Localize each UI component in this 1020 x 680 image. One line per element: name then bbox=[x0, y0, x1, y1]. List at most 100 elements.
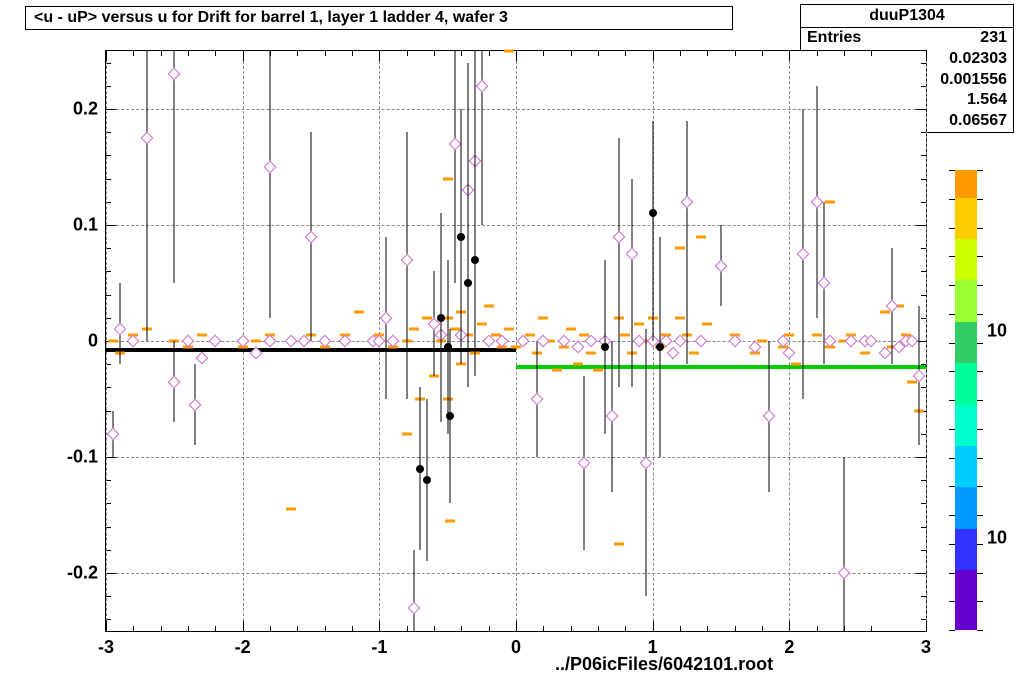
open-marker bbox=[571, 340, 584, 353]
error-bar bbox=[652, 121, 653, 341]
data-dash bbox=[108, 340, 118, 343]
colorbar-segment bbox=[955, 487, 977, 528]
xtick-label: -1 bbox=[371, 631, 387, 658]
data-dash bbox=[504, 328, 514, 331]
open-marker bbox=[810, 195, 823, 208]
open-marker bbox=[680, 195, 693, 208]
solid-marker bbox=[656, 343, 664, 351]
error-bar bbox=[686, 121, 687, 365]
colorbar-segment bbox=[955, 239, 977, 280]
data-dash bbox=[812, 334, 822, 337]
open-marker bbox=[209, 335, 222, 348]
stats-row: Entries231 bbox=[801, 28, 1013, 49]
open-marker bbox=[168, 375, 181, 388]
open-marker bbox=[400, 253, 413, 266]
gridline-v bbox=[789, 51, 790, 631]
data-dash bbox=[675, 316, 685, 319]
colorbar-segment bbox=[955, 446, 977, 487]
error-bar bbox=[270, 51, 271, 318]
open-marker bbox=[612, 230, 625, 243]
plot-area: -0.2-0.100.10.2-3-2-10123 bbox=[105, 50, 927, 632]
open-marker bbox=[715, 259, 728, 272]
solid-marker bbox=[464, 279, 472, 287]
data-dash bbox=[504, 50, 514, 53]
open-marker bbox=[605, 410, 618, 423]
data-dash bbox=[409, 328, 419, 331]
solid-marker bbox=[471, 256, 479, 264]
open-marker bbox=[762, 410, 775, 423]
colorbar-label: 10 bbox=[987, 321, 1007, 342]
data-dash bbox=[354, 311, 364, 314]
colorbar-segment bbox=[955, 198, 977, 239]
open-marker bbox=[530, 393, 543, 406]
gridline-v bbox=[926, 51, 927, 631]
colorbar-segment bbox=[955, 280, 977, 321]
open-marker bbox=[380, 311, 393, 324]
colorbar-segment bbox=[955, 322, 977, 363]
open-marker bbox=[141, 132, 154, 145]
data-dash bbox=[825, 200, 835, 203]
open-marker bbox=[537, 335, 550, 348]
fit-line bbox=[106, 348, 516, 352]
open-marker bbox=[817, 277, 830, 290]
solid-marker bbox=[437, 314, 445, 322]
open-marker bbox=[305, 230, 318, 243]
solid-marker bbox=[446, 412, 454, 420]
open-marker bbox=[578, 456, 591, 469]
open-marker bbox=[448, 137, 461, 150]
error-bar bbox=[147, 51, 148, 341]
error-bar bbox=[632, 179, 633, 388]
open-marker bbox=[106, 427, 119, 440]
data-dash bbox=[634, 322, 644, 325]
colorbar-segment bbox=[955, 529, 977, 570]
solid-marker bbox=[457, 233, 465, 241]
data-dash bbox=[689, 351, 699, 354]
xtick-label: -2 bbox=[235, 631, 251, 658]
data-dash bbox=[422, 316, 432, 319]
solid-marker bbox=[601, 343, 609, 351]
open-marker bbox=[407, 601, 420, 614]
data-dash bbox=[566, 328, 576, 331]
data-dash bbox=[784, 334, 794, 337]
data-dash bbox=[620, 334, 630, 337]
data-dash bbox=[445, 519, 455, 522]
data-dash bbox=[251, 340, 261, 343]
data-dash bbox=[696, 235, 706, 238]
solid-marker bbox=[423, 476, 431, 484]
colorbar-segment bbox=[955, 170, 977, 198]
data-dash bbox=[880, 311, 890, 314]
data-dash bbox=[511, 345, 521, 348]
data-dash bbox=[702, 322, 712, 325]
xtick-label: 2 bbox=[784, 631, 794, 658]
open-marker bbox=[797, 248, 810, 261]
open-marker bbox=[475, 79, 488, 92]
xtick-label: 0 bbox=[511, 631, 521, 658]
data-dash bbox=[675, 247, 685, 250]
data-dash bbox=[484, 305, 494, 308]
data-dash bbox=[477, 322, 487, 325]
open-marker bbox=[633, 335, 646, 348]
open-marker bbox=[168, 68, 181, 81]
stats-name: duuP1304 bbox=[801, 5, 1013, 28]
ytick-label: 0.1 bbox=[73, 215, 106, 236]
data-dash bbox=[525, 334, 535, 337]
ytick-label: 0.2 bbox=[73, 99, 106, 120]
ytick-label: -0.2 bbox=[67, 563, 106, 584]
open-marker bbox=[626, 248, 639, 261]
open-marker bbox=[195, 352, 208, 365]
data-dash bbox=[552, 369, 562, 372]
ytick-label: 0 bbox=[88, 331, 106, 352]
open-marker bbox=[284, 335, 297, 348]
data-dash bbox=[197, 334, 207, 337]
data-dash bbox=[402, 432, 412, 435]
error-bar bbox=[454, 51, 455, 283]
open-marker bbox=[838, 567, 851, 580]
error-bar bbox=[618, 138, 619, 387]
colorbar-segment bbox=[955, 570, 977, 630]
data-dash bbox=[586, 351, 596, 354]
colorbar-segment bbox=[955, 405, 977, 446]
data-dash bbox=[614, 543, 624, 546]
ytick-label: -0.1 bbox=[67, 447, 106, 468]
error-bar bbox=[174, 51, 175, 283]
xtick-label: 3 bbox=[921, 631, 931, 658]
